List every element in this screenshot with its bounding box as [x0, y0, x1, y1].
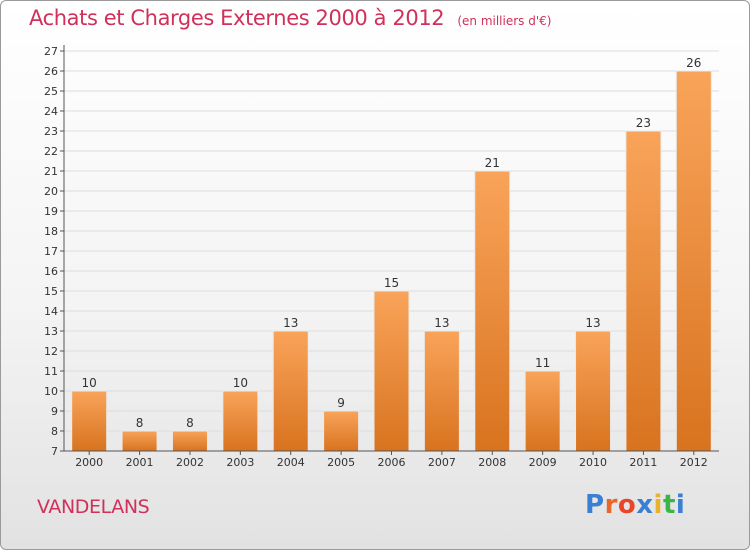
y-tick-label: 13: [44, 325, 58, 338]
data-label: 10: [82, 376, 97, 390]
y-tick-label: 15: [44, 285, 58, 298]
proxiti-logo: Proxiti: [585, 490, 685, 520]
data-label: 15: [384, 276, 399, 290]
y-tick-label: 9: [51, 405, 58, 418]
y-tick-label: 19: [44, 205, 58, 218]
y-tick-label: 23: [44, 125, 58, 138]
brand-letter: i: [653, 490, 663, 520]
x-tick-label: 2012: [680, 456, 708, 469]
x-tick-label: 2011: [629, 456, 657, 469]
y-tick-label: 10: [44, 385, 58, 398]
data-label: 23: [636, 116, 651, 130]
brand-letter: t: [662, 490, 676, 520]
y-tick-label: 7: [51, 445, 58, 458]
y-tick-label: 27: [44, 45, 58, 58]
brand-letter: x: [636, 490, 654, 520]
unit-note: (en milliers d'€): [457, 14, 552, 28]
brand-letter: P: [585, 490, 605, 520]
x-tick-label: 2000: [75, 456, 103, 469]
chart-title-block: Achats et Charges Externes 2000 à 2012 (…: [29, 6, 551, 30]
brand-letter: o: [617, 490, 637, 520]
x-tick-label: 2009: [529, 456, 557, 469]
x-tick-label: 2008: [478, 456, 506, 469]
y-tick-label: 14: [44, 305, 58, 318]
bar: [625, 130, 662, 452]
y-tick-label: 11: [44, 365, 58, 378]
y-tick-label: 25: [44, 85, 58, 98]
y-tick-label: 22: [44, 145, 58, 158]
bar: [323, 410, 360, 452]
bar: [575, 330, 612, 452]
x-tick-label: 2003: [226, 456, 254, 469]
data-label: 13: [434, 316, 449, 330]
x-axis: 2000 2001 2002 2003 2004 2005 2006 2007 2008 2009…: [64, 450, 719, 469]
x-tick-label: 2004: [277, 456, 305, 469]
data-label: 8: [136, 416, 144, 430]
y-tick-label: 16: [44, 265, 58, 278]
data-label: 10: [233, 376, 248, 390]
data-label: 26: [686, 56, 701, 70]
data-label: 11: [535, 356, 550, 370]
data-label: 9: [337, 396, 345, 410]
x-tick-label: 2005: [327, 456, 355, 469]
bar: [272, 330, 309, 452]
x-tick-label: 2006: [378, 456, 406, 469]
bar: [171, 430, 208, 452]
bar: [121, 430, 158, 452]
data-label: 13: [585, 316, 600, 330]
bar: [222, 390, 259, 452]
bar: [71, 390, 108, 452]
y-axis: 7 8 9 10 11 12 13 14 15 16 17 18 19 20 21 22 23 24 25 26 27: [44, 45, 65, 458]
y-tick-label: 26: [44, 65, 58, 78]
x-tick-label: 2007: [428, 456, 456, 469]
y-tick-label: 24: [44, 105, 58, 118]
bars: 10 8 8 10 13 9 15 13 21 11 13 23 26: [71, 56, 712, 452]
x-tick-label: 2010: [579, 456, 607, 469]
y-tick-label: 18: [44, 225, 58, 238]
y-tick-label: 8: [51, 425, 58, 438]
y-tick-label: 21: [44, 165, 58, 178]
y-tick-label: 12: [44, 345, 58, 358]
bar: [423, 330, 460, 452]
y-tick-label: 17: [44, 245, 58, 258]
bar: [675, 70, 712, 452]
data-label: 21: [485, 156, 500, 170]
bar: [474, 170, 511, 452]
data-label: 13: [283, 316, 298, 330]
brand-letter: i: [675, 490, 686, 520]
data-label: 8: [186, 416, 194, 430]
chart-title: Achats et Charges Externes 2000 à 2012: [29, 6, 445, 30]
bar: [524, 370, 561, 452]
y-tick-label: 20: [44, 185, 58, 198]
bar: [373, 290, 410, 452]
brand-letter: r: [604, 490, 618, 520]
x-tick-label: 2001: [126, 456, 154, 469]
commune-name: VANDELANS: [37, 496, 150, 518]
x-tick-label: 2002: [176, 456, 204, 469]
